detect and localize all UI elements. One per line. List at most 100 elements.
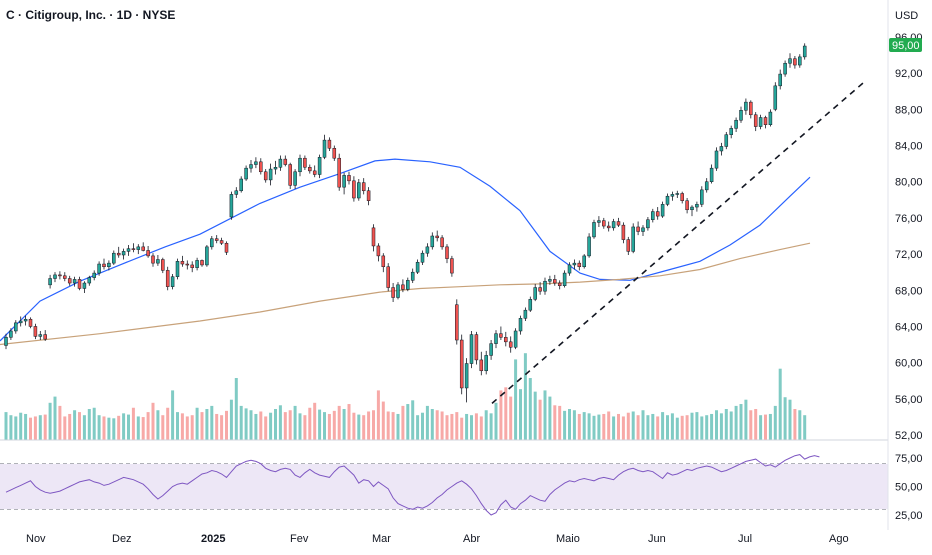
volume-bar xyxy=(533,391,537,440)
candle-body xyxy=(58,274,62,277)
volume-bar xyxy=(229,399,233,440)
candle-body xyxy=(244,167,248,180)
volume-bar xyxy=(180,413,184,440)
candle-body xyxy=(597,220,601,223)
candle-body xyxy=(151,255,155,264)
volume-bar xyxy=(788,399,792,440)
volume-bar xyxy=(151,402,155,440)
time-tick-label: Ago xyxy=(829,533,849,545)
volume-bar xyxy=(749,410,753,440)
candle-body xyxy=(753,114,758,127)
candle-body xyxy=(371,227,376,247)
candle-body xyxy=(602,220,606,227)
candle-body xyxy=(102,263,106,268)
candle-body xyxy=(9,330,13,338)
candle-body xyxy=(33,326,38,337)
volume-bar xyxy=(607,411,611,440)
candle-body xyxy=(616,221,621,226)
volume-bar xyxy=(298,413,302,440)
candle-body xyxy=(553,279,557,284)
candle-body xyxy=(283,158,288,165)
volume-bar xyxy=(631,411,635,440)
candle-body xyxy=(513,330,518,348)
candle-body xyxy=(4,337,8,346)
candle-body xyxy=(342,175,346,188)
time-tick-label: 2025 xyxy=(201,533,225,545)
volume-bar xyxy=(798,410,802,440)
volume-bar xyxy=(82,415,86,440)
candle-body xyxy=(455,304,459,341)
price-axis[interactable]: 96,0092,0088,0084,0080,0076,0072,0068,00… xyxy=(895,32,923,442)
volume-bar xyxy=(739,404,743,440)
candle-body xyxy=(293,171,297,186)
candle-body xyxy=(802,45,807,58)
candle-body xyxy=(606,225,611,229)
volume-bar xyxy=(617,413,620,440)
candle-body xyxy=(484,355,488,372)
volume-bar xyxy=(661,412,665,440)
price-tick-label: 52,00 xyxy=(895,430,923,442)
volume-bar xyxy=(690,412,694,440)
time-axis[interactable]: Nov Dez 2025 Fev Mar Abr Maio Jun Jul Ago xyxy=(26,533,849,545)
volume-bar xyxy=(710,413,714,440)
volume-bar xyxy=(195,407,199,440)
volume-bar xyxy=(494,402,498,440)
candle-body xyxy=(357,182,361,199)
candle-body xyxy=(665,195,670,205)
price-tick-label: 80,00 xyxy=(895,177,923,189)
volume-bar xyxy=(102,416,106,440)
moving-averages xyxy=(0,158,811,346)
volume-bar xyxy=(519,389,522,440)
candle-body xyxy=(28,318,33,327)
candle-body xyxy=(161,259,165,271)
volume-bar xyxy=(161,415,165,440)
volume-bar xyxy=(278,405,282,440)
volume-bar xyxy=(318,409,322,440)
candle-body xyxy=(63,275,67,279)
candle-body xyxy=(749,101,753,116)
trendline[interactable] xyxy=(491,81,865,404)
volume-bar xyxy=(553,405,557,440)
volume-bar xyxy=(357,414,361,440)
candle-body xyxy=(298,157,302,173)
rsi-axis[interactable]: 75,00 50,00 25,00 xyxy=(895,453,923,522)
candle-body xyxy=(543,280,547,292)
candle-body xyxy=(660,204,665,217)
candle-body xyxy=(611,221,616,229)
volume-bar xyxy=(680,415,684,440)
candle-body xyxy=(303,157,307,168)
volume-bar xyxy=(528,378,532,440)
volume-bar xyxy=(700,416,704,440)
volume-bar xyxy=(225,410,228,440)
volume-bar xyxy=(190,415,194,440)
candle-body xyxy=(695,204,699,208)
candle-body xyxy=(670,194,675,197)
volume-bar xyxy=(489,413,493,440)
volume-bar xyxy=(621,416,625,440)
volume-bar xyxy=(440,411,444,440)
volume-bar xyxy=(303,415,307,440)
volume-bar xyxy=(411,400,415,440)
candle-body xyxy=(445,246,449,259)
volume-bar xyxy=(171,390,175,440)
candle-body xyxy=(146,250,150,257)
currency-label: USD xyxy=(895,10,918,22)
volume-bar xyxy=(220,415,224,440)
candle-body xyxy=(489,343,493,356)
volume-bar xyxy=(582,412,586,440)
candle-body xyxy=(259,161,263,173)
candle-body xyxy=(739,110,743,121)
candle-body xyxy=(126,248,131,252)
candle-body xyxy=(92,272,96,278)
candle-body xyxy=(734,119,738,129)
volume-bar xyxy=(9,415,13,440)
candle-body xyxy=(592,222,596,238)
candle-body xyxy=(43,334,47,340)
volume-bar xyxy=(342,409,346,440)
candle-body xyxy=(210,238,214,248)
candle-body xyxy=(406,280,410,290)
candle-body xyxy=(479,359,484,372)
price-tick-label: 92,00 xyxy=(895,68,923,80)
volume-bar xyxy=(264,416,268,440)
